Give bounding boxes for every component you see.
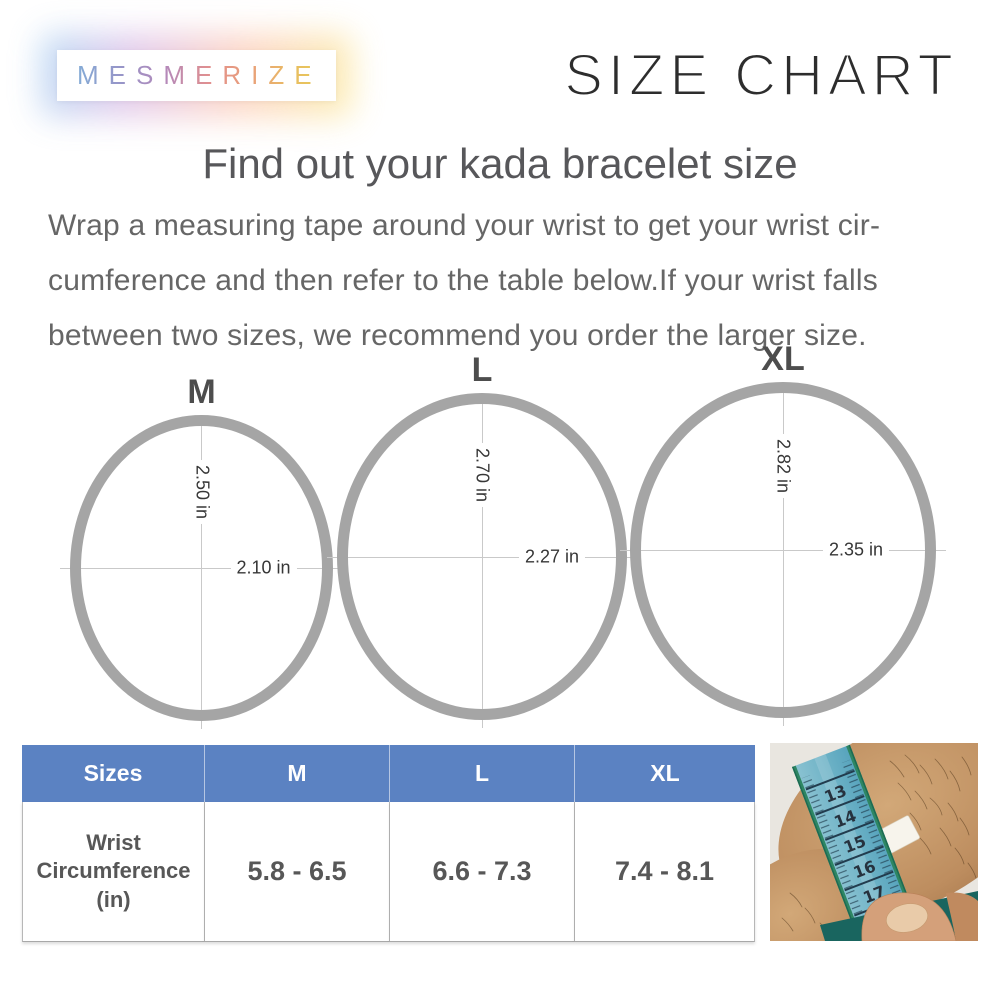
vertical-dimension-l: 2.70 in (470, 442, 494, 507)
logo-box: MESMERIZE (57, 50, 336, 101)
intro-line: Wrap a measuring tape around your wrist … (48, 209, 881, 242)
intro-line: cumference and then refer to the table b… (48, 264, 878, 297)
table-value-xl: 7.4 - 8.1 (575, 802, 755, 942)
table-header-m: M (205, 745, 390, 802)
horizontal-dimension-xl: 2.35 in (822, 538, 890, 562)
intro-paragraph: Wrap a measuring tape around your wrist … (48, 198, 968, 363)
wrist-measuring-tape-photo: 13 14 15 16 17 18 (770, 743, 978, 941)
size-label-l: L (471, 351, 493, 389)
table-value-m: 5.8 - 6.5 (205, 802, 390, 942)
thumbnail (885, 903, 929, 933)
ring-shape (630, 382, 936, 718)
ring-shape (70, 415, 333, 721)
intro-line: between two sizes, we recommend you orde… (48, 319, 867, 352)
table-row-label: Wrist Circumference (in) (22, 802, 205, 942)
brand-logo: MESMERIZE (41, 34, 352, 117)
ring-shape (337, 393, 627, 720)
size-label-m: M (187, 373, 216, 411)
size-label-xl: XL (761, 340, 805, 378)
table-value-l: 6.6 - 7.3 (390, 802, 575, 942)
finger (946, 892, 978, 941)
brand-logo-text: MESMERIZE (77, 60, 322, 90)
table-header-sizes: Sizes (22, 745, 205, 802)
vertical-dimension-xl: 2.82 in (771, 433, 795, 499)
page-title: SIZE CHART (563, 42, 958, 109)
horizontal-dimension-l: 2.27 in (518, 545, 586, 568)
size-rings-diagram: M 2.50 in 2.10 in L 2.70 in 2.27 in XL 2… (60, 340, 946, 729)
size-ring-xl: XL 2.82 in 2.35 in (620, 340, 946, 726)
size-ring-l: L 2.70 in 2.27 in (327, 351, 637, 728)
intro-heading: Find out your kada bracelet size (202, 140, 798, 187)
size-ring-m: M 2.50 in 2.10 in (60, 373, 343, 729)
size-table: Sizes M L XL Wrist Circumference (in) 5.… (22, 745, 755, 942)
table-header-xl: XL (575, 745, 755, 802)
table-header-l: L (390, 745, 575, 802)
horizontal-dimension-m: 2.10 in (230, 556, 297, 580)
arm-hair (781, 754, 977, 938)
vertical-dimension-m: 2.50 in (190, 459, 213, 524)
